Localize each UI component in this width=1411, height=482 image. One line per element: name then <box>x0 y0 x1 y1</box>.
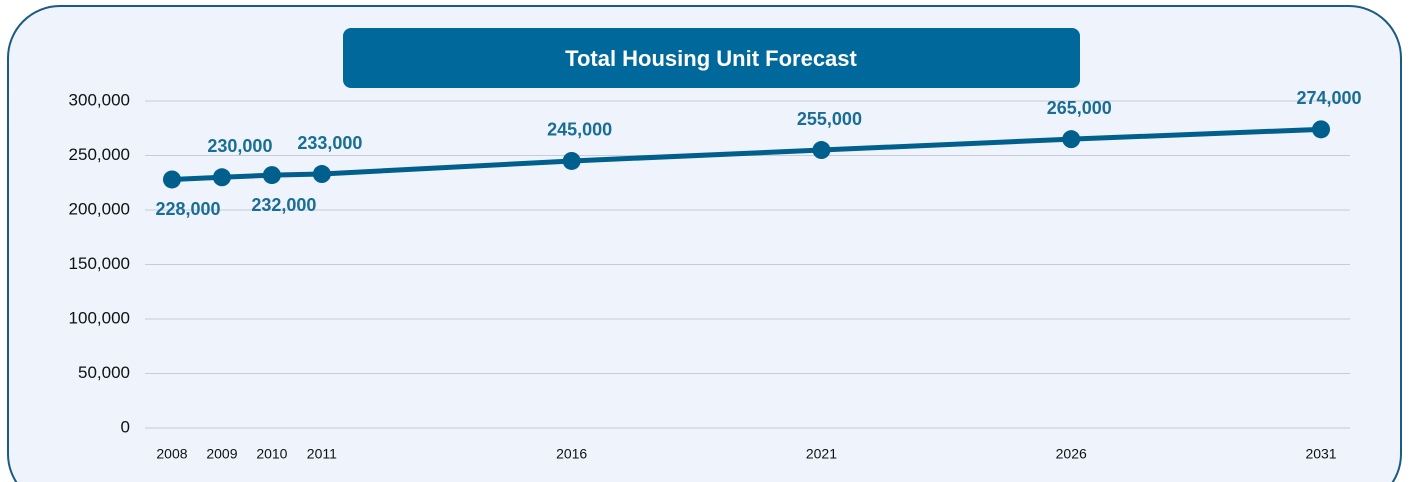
data-point <box>312 165 331 184</box>
data-point <box>162 170 181 189</box>
title-box <box>343 28 1080 88</box>
data-label: 274,000 <box>1296 88 1361 108</box>
chart-title: Total Housing Unit Forecast <box>565 46 857 71</box>
x-tick-label: 2021 <box>806 446 837 462</box>
y-tick-label: 0 <box>121 417 130 436</box>
y-tick-label: 300,000 <box>69 90 130 109</box>
data-label: 233,000 <box>297 133 362 153</box>
data-label: 265,000 <box>1047 98 1112 118</box>
x-tick-label: 2008 <box>156 446 187 462</box>
x-tick-label: 2026 <box>1056 446 1087 462</box>
x-tick-label: 2010 <box>256 446 287 462</box>
x-tick-label: 2011 <box>307 446 337 462</box>
data-point <box>812 141 831 160</box>
data-label: 245,000 <box>547 120 612 140</box>
y-tick-label: 150,000 <box>69 254 130 273</box>
y-tick-label: 50,000 <box>78 363 130 382</box>
y-tick-label: 200,000 <box>69 199 130 218</box>
data-point <box>262 166 281 185</box>
data-label: 232,000 <box>251 195 316 215</box>
chart-background <box>7 5 1402 482</box>
data-label: 255,000 <box>797 109 862 129</box>
y-tick-label: 100,000 <box>69 308 130 327</box>
x-tick-label: 2016 <box>556 446 587 462</box>
y-tick-label: 250,000 <box>69 145 130 164</box>
data-label: 228,000 <box>155 199 220 219</box>
data-point <box>212 168 231 187</box>
data-point <box>1062 130 1081 149</box>
data-point <box>1312 120 1331 139</box>
data-label: 230,000 <box>207 136 272 156</box>
data-point <box>562 151 581 170</box>
x-tick-label: 2031 <box>1305 446 1336 462</box>
x-tick-label: 2009 <box>206 446 237 462</box>
